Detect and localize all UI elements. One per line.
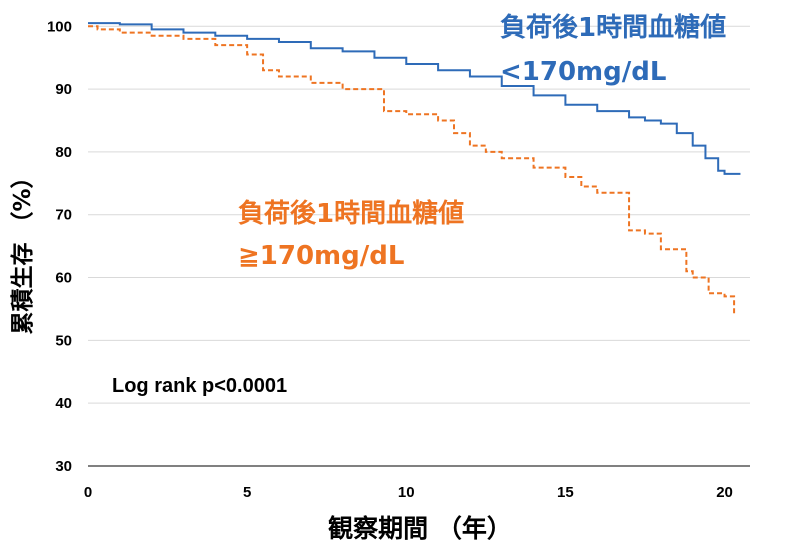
high-group-label-line1: 負荷後1時間血糖値 [238, 198, 464, 229]
series-line-high-glucose [88, 25, 736, 316]
low-group-label-line1: 負荷後1時間血糖値 [500, 12, 726, 43]
y-tick-label: 40 [55, 395, 72, 412]
x-tick-labels: 0 5 10 15 20 [84, 484, 733, 501]
y-tick-label: 90 [55, 81, 72, 98]
series-lines [88, 22, 741, 316]
y-tick-label: 50 [55, 332, 72, 349]
x-axis-label: 観察期間 （年） [328, 514, 512, 543]
y-tick-label: 80 [55, 144, 72, 161]
x-tick-label: 0 [84, 484, 92, 501]
x-tick-label: 15 [557, 484, 574, 501]
y-tick-label: 60 [55, 270, 72, 287]
x-tick-label: 5 [243, 484, 251, 501]
high-group-label-line2: ≧170mg/dL [238, 241, 404, 271]
y-tick-label: 100 [47, 18, 72, 35]
log-rank-stat: Log rank p<0.0001 [112, 375, 287, 397]
x-tick-label: 10 [398, 484, 415, 501]
y-tick-labels: 30 40 50 60 70 80 90 100 [47, 18, 72, 475]
y-axis-label: 累積生存 （%） [9, 165, 36, 334]
gridlines [88, 25, 750, 404]
low-group-label-line2: <170mg/dL [500, 57, 666, 87]
y-tick-label: 70 [55, 207, 72, 224]
series-line-low-glucose [88, 22, 741, 175]
x-tick-label: 20 [716, 484, 733, 501]
y-tick-label: 30 [55, 458, 72, 475]
